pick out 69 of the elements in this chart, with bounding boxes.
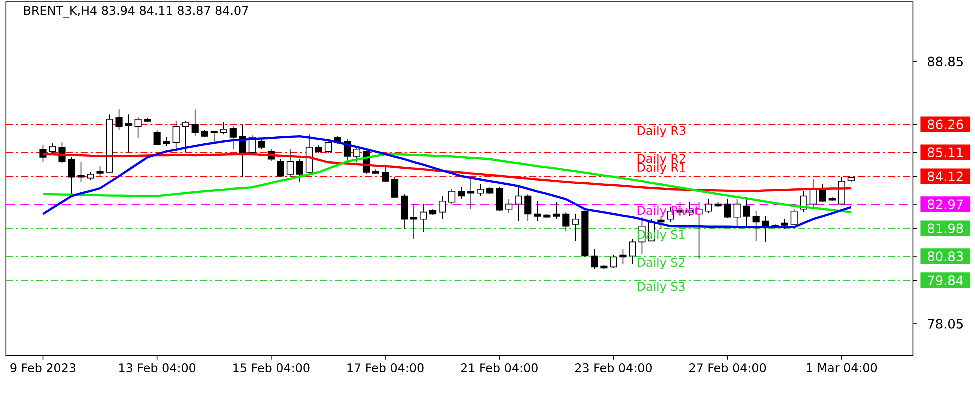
candlestick	[134, 117, 142, 140]
candlestick	[515, 186, 522, 222]
candlestick	[182, 121, 190, 154]
ref-line-label: Daily S3	[638, 282, 685, 294]
candlestick	[562, 212, 570, 232]
candlestick	[524, 194, 532, 222]
x-tick-label: 21 Feb 04:00	[461, 363, 538, 373]
candlestick	[296, 159, 304, 183]
candlestick	[230, 126, 237, 150]
y-tick-label: 79.84	[928, 276, 964, 286]
candlestick	[572, 214, 580, 242]
candlestick	[620, 248, 627, 265]
candlestick	[258, 139, 266, 150]
candlestick	[391, 177, 399, 200]
y-tick-label: 82.97	[928, 200, 963, 210]
candlestick	[752, 211, 760, 242]
candlestick	[324, 139, 332, 154]
candlestick	[819, 184, 826, 203]
candlestick	[658, 217, 665, 230]
x-tick-label: 23 Feb 04:00	[575, 363, 652, 373]
y-tick-label: 85.11	[928, 148, 963, 158]
candlestick	[790, 209, 798, 226]
candlestick	[734, 199, 741, 227]
y-tick-label: 84.12	[928, 172, 963, 182]
candlestick	[400, 194, 408, 230]
candlestick	[553, 202, 560, 220]
x-tick-label: 17 Feb 04:00	[348, 363, 424, 373]
candlestick	[724, 199, 732, 219]
candlestick	[468, 179, 475, 210]
candlestick	[96, 166, 104, 177]
candlestick	[420, 204, 428, 233]
candlestick	[496, 187, 504, 212]
candlestick	[172, 121, 180, 152]
candlestick	[125, 114, 132, 154]
candlestick	[534, 201, 542, 222]
candlestick	[49, 143, 56, 154]
candlestick	[116, 109, 123, 132]
y-tick-label: 88.85	[928, 56, 963, 67]
candlestick	[506, 199, 513, 214]
y-tick-label: 80.83	[928, 252, 964, 262]
candlestick	[705, 199, 712, 214]
candlestick	[458, 187, 466, 200]
chart-title: BRENT_K,H4 83.94 84.11 83.87 84.07	[24, 6, 248, 18]
candlestick	[78, 162, 85, 183]
x-tick-label: 13 Feb 04:00	[120, 363, 196, 373]
candlestick	[591, 248, 598, 270]
candlestick	[220, 122, 228, 136]
x-tick-label: 15 Feb 04:00	[234, 363, 310, 373]
candlestick	[286, 149, 294, 178]
y-tick-label: 86.26	[928, 120, 964, 130]
candlestick	[154, 130, 161, 146]
candlestick	[781, 219, 788, 230]
x-tick-label: 1 Mar 04:00	[807, 363, 878, 372]
candlestick	[448, 189, 456, 205]
candlestick	[629, 239, 636, 265]
ref-line-label: Daily R3	[638, 126, 686, 138]
candlestick	[192, 109, 199, 138]
x-tick-label: 27 Feb 04:00	[690, 363, 766, 373]
candlestick	[410, 204, 418, 240]
candlestick	[353, 146, 361, 164]
candlestick	[277, 159, 284, 178]
candlestick	[477, 184, 484, 197]
x-tick-label: 9 Feb 2023	[10, 363, 76, 373]
candlestick	[610, 255, 618, 269]
candlestick	[439, 196, 446, 220]
y-tick-label: 81.98	[928, 224, 964, 234]
ref-line-label: Daily S2	[638, 258, 685, 270]
y-tick-label: 78.05	[928, 319, 963, 330]
candlestick	[382, 167, 390, 183]
